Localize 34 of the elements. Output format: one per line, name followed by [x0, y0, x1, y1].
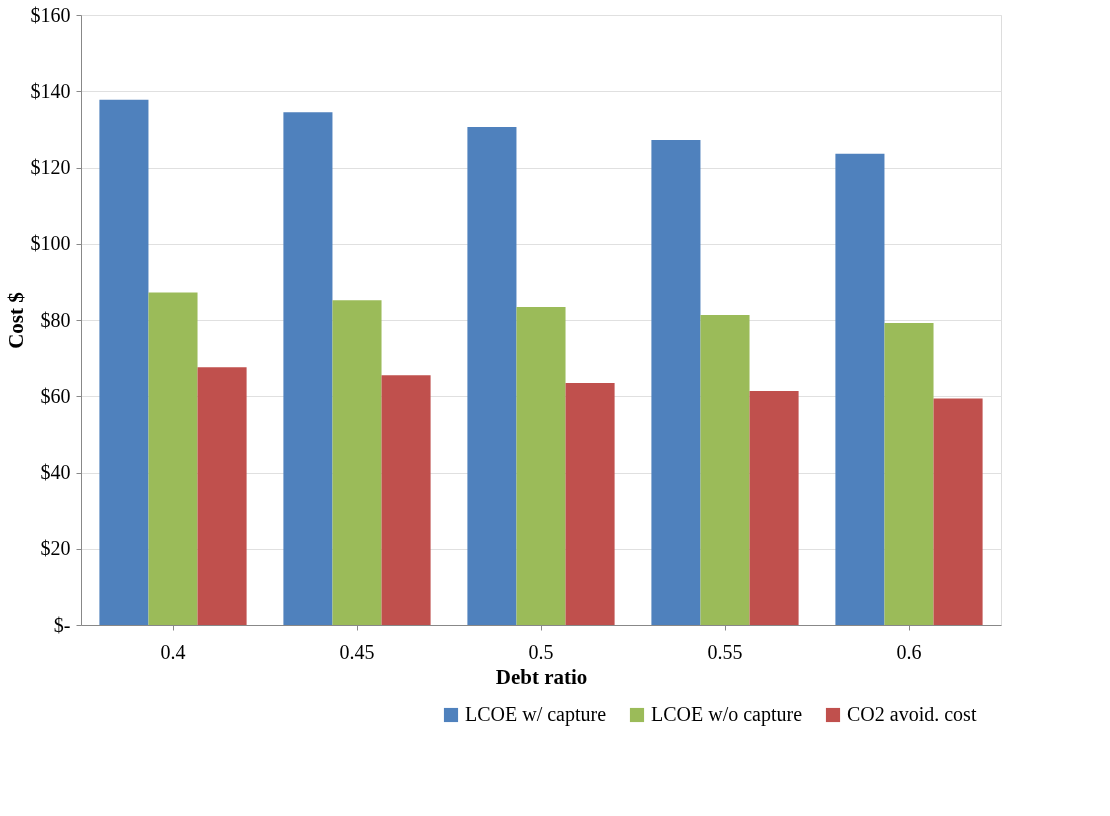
- bar: [197, 367, 247, 625]
- x-tick-label: 0.45: [339, 640, 375, 663]
- x-tick-label: 0.5: [528, 640, 554, 663]
- y-axis-title: Cost $: [3, 292, 28, 349]
- legend-label: CO2 avoid. cost: [847, 703, 977, 725]
- bar: [148, 292, 198, 625]
- bar: [835, 153, 885, 625]
- bar: [332, 300, 382, 625]
- x-tick-label: 0.6: [896, 640, 922, 663]
- y-tick-label: $80: [40, 308, 71, 331]
- y-tick-label: $100: [30, 232, 71, 255]
- y-tick-label: $-: [53, 613, 71, 636]
- bar: [933, 398, 983, 625]
- y-tick-label: $140: [30, 79, 71, 102]
- bar: [565, 382, 615, 625]
- bar: [381, 375, 431, 625]
- bar: [749, 390, 799, 625]
- legend-label: LCOE w/ capture: [465, 703, 607, 726]
- y-tick-label: $20: [40, 537, 71, 560]
- y-tick-label: $40: [40, 461, 71, 483]
- y-tick-label: $60: [40, 384, 71, 407]
- bar: [516, 307, 566, 625]
- bar: [651, 140, 701, 625]
- bar: [467, 127, 517, 625]
- y-tick-label: $160: [30, 3, 71, 26]
- x-tick-label: 0.55: [707, 640, 743, 663]
- y-tick-label: $120: [30, 156, 71, 178]
- bar: [700, 315, 750, 625]
- bar: [99, 99, 149, 625]
- legend-label: LCOE w/o capture: [651, 703, 803, 726]
- bar: [283, 112, 333, 625]
- x-tick-label: 0.4: [160, 640, 186, 663]
- x-axis-title: Debt ratio: [495, 664, 588, 689]
- bar: [884, 323, 934, 625]
